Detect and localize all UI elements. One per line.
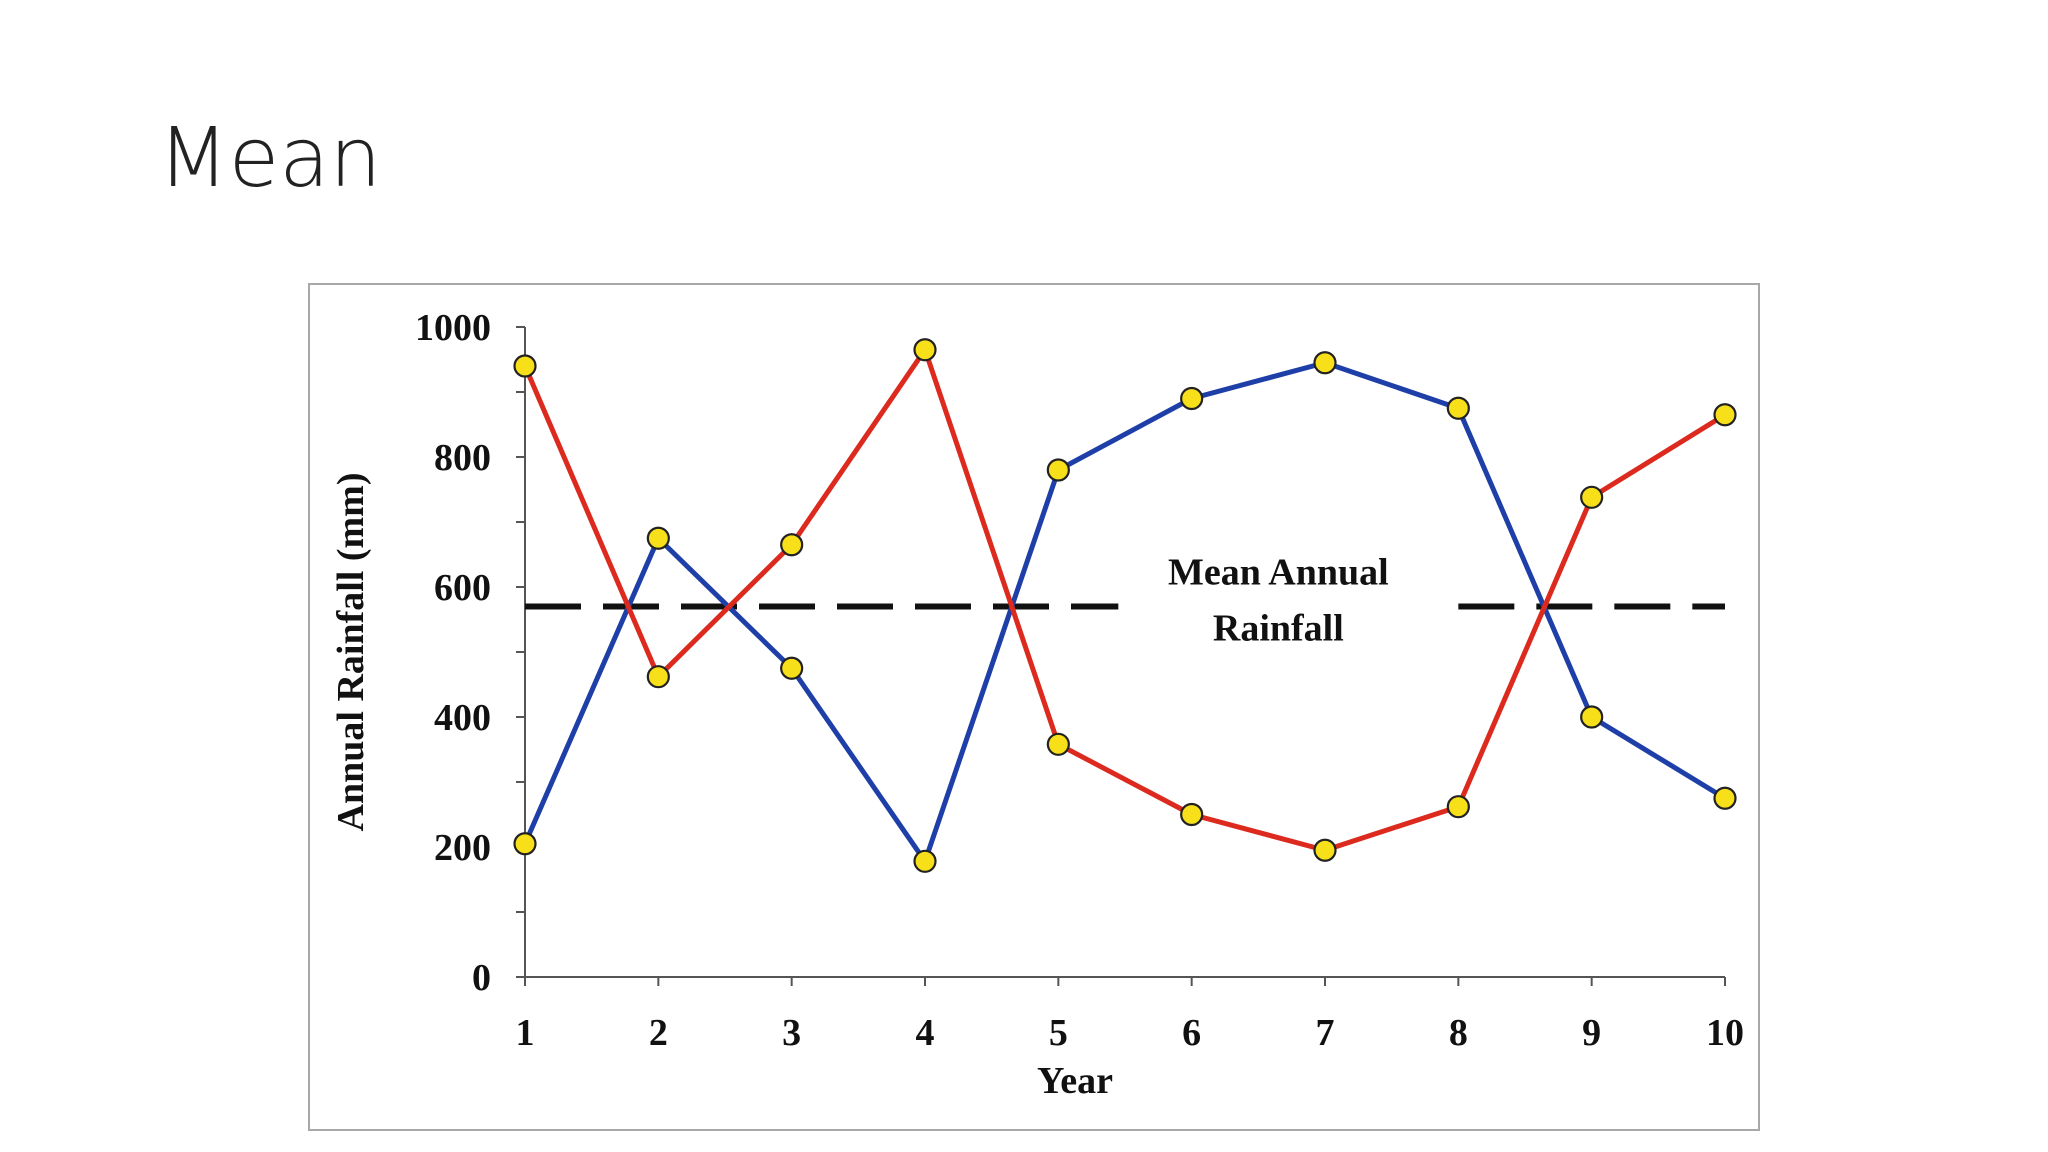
x-axis-title: Year [1037, 1060, 1113, 1102]
x-tick-label: 2 [649, 1012, 668, 1054]
data-point-series-2 [1046, 732, 1070, 756]
x-tick-label: 9 [1582, 1012, 1601, 1054]
series-lines [522, 347, 1727, 864]
x-tick-label: 3 [782, 1012, 801, 1054]
y-tick-label: 1000 [415, 307, 491, 349]
x-tick-label: 4 [916, 1012, 935, 1054]
data-point-series-1 [1313, 351, 1337, 375]
x-tick-label: 8 [1449, 1012, 1468, 1054]
data-point-series-2 [646, 665, 670, 689]
y-tick-label: 600 [434, 567, 491, 609]
y-axis-title: Annual Rainfall (mm) [330, 473, 372, 832]
data-point-series-2 [1446, 795, 1470, 819]
line-chart: 0 200 400 600 800 1000 1 2 3 4 5 6 7 8 9 10 Year Annual R… [330, 307, 1744, 1102]
annotation-line: Mean Annual [1168, 552, 1389, 594]
data-point-series-1 [780, 656, 804, 680]
chart-frame: 0 200 400 600 800 1000 1 2 3 4 5 6 7 8 9 10 Year Annual R… [308, 283, 1760, 1131]
data-point-series-1 [913, 849, 937, 873]
data-point-series-2 [1313, 838, 1337, 862]
y-tick-label: 200 [434, 827, 491, 869]
annotation: Mean Annual Rainfall [1168, 552, 1389, 650]
data-markers [513, 338, 1737, 873]
series-line-2 [522, 347, 1727, 853]
x-tick-label: 1 [516, 1012, 535, 1054]
data-point-series-1 [1580, 705, 1604, 729]
axes: 0 200 400 600 800 1000 1 2 3 4 5 6 7 8 9 10 Year Annual R… [330, 307, 1744, 1102]
data-point-series-2 [1180, 802, 1204, 827]
x-tick-label: 6 [1182, 1012, 1201, 1054]
data-point-series-2 [913, 338, 937, 362]
series-line-1 [522, 360, 1727, 864]
annotation-line: Rainfall [1213, 608, 1344, 650]
data-point-series-2 [1580, 485, 1604, 509]
data-point-series-1 [1713, 786, 1737, 810]
data-point-series-2 [780, 533, 804, 557]
y-tick-label: 800 [434, 437, 491, 479]
data-point-series-2 [1713, 403, 1737, 427]
y-tick-label: 0 [472, 957, 491, 999]
data-point-series-1 [1180, 386, 1204, 411]
data-point-series-1 [1446, 396, 1470, 420]
x-tick-label: 10 [1706, 1012, 1744, 1054]
data-point-series-1 [1046, 458, 1070, 482]
slide-title: Mean [158, 111, 382, 206]
data-point-series-1 [646, 526, 670, 550]
data-point-series-1 [513, 832, 537, 856]
y-tick-label: 400 [434, 697, 491, 739]
x-tick-label: 5 [1049, 1012, 1068, 1054]
x-tick-label: 7 [1316, 1012, 1335, 1054]
data-point-series-2 [513, 354, 537, 378]
